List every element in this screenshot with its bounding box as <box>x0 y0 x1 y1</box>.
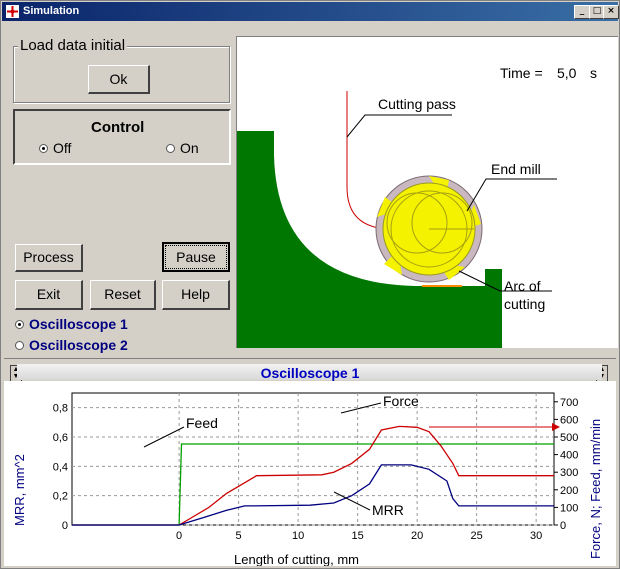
oscilloscope1-radio[interactable]: Oscilloscope 1 <box>15 316 128 332</box>
reset-button[interactable]: Reset <box>90 280 156 310</box>
cutting-pass-label: Cutting pass <box>378 96 456 112</box>
ok-button[interactable]: Ok <box>88 65 150 94</box>
oscilloscope1-label: Oscilloscope 1 <box>29 316 128 332</box>
end-mill-tool <box>375 175 483 283</box>
control-on-radio[interactable]: On <box>166 140 199 156</box>
x-tick-label: 20 <box>411 530 423 542</box>
radio-unselected-icon <box>166 143 175 153</box>
x-axis-label: Length of cutting, mm <box>234 552 359 566</box>
x-tick-label: 15 <box>352 530 364 542</box>
radio-selected-icon <box>15 319 24 329</box>
time-unit: s <box>590 65 597 81</box>
cutting-pass-leader <box>346 114 452 138</box>
x-tick-label: 10 <box>292 530 304 542</box>
control-off-radio[interactable]: Off <box>39 140 71 156</box>
y-right-tick-label: 100 <box>560 502 578 514</box>
y-right-tick-label: 600 <box>560 414 578 426</box>
feed-annotation-leader <box>143 426 185 448</box>
control-off-label: Off <box>53 140 72 156</box>
x-tick-label: 0 <box>176 530 182 542</box>
y-left-tick-label: 0 <box>62 520 68 532</box>
control-on-label: On <box>180 140 199 156</box>
radio-unselected-icon <box>15 340 24 350</box>
exit-button[interactable]: Exit <box>15 280 83 310</box>
control-group <box>13 109 231 165</box>
arc-of-label: Arc of <box>504 278 541 294</box>
y-right-tick-label: 200 <box>560 485 578 497</box>
end-mill-label: End mill <box>491 161 541 177</box>
y-left-tick-label: 0,2 <box>53 491 68 503</box>
oscilloscope-panel: ▲ ▼ ▲ ▼ Oscilloscope 1 0 5 10 15 20 25 30 0 0,2 0,4… <box>4 358 616 566</box>
chart-title: Oscilloscope 1 <box>260 365 360 381</box>
y-left-tick-label: 0,4 <box>53 461 68 473</box>
oscilloscope2-radio[interactable]: Oscilloscope 2 <box>15 337 128 353</box>
y-right-tick-label: 400 <box>560 450 578 462</box>
force-annotation-leader <box>340 402 382 414</box>
window-title: Simulation <box>23 5 80 17</box>
series-mrr <box>72 464 554 526</box>
time-label: Time = <box>500 65 543 81</box>
y-right-tick-label: 0 <box>560 520 566 532</box>
control-label: Control <box>91 119 145 136</box>
load-data-label: Load data initial <box>18 37 128 54</box>
time-value: 5,0 <box>557 65 577 81</box>
y-right-tick-label: 300 <box>560 467 578 479</box>
y-left-axis-label: MRR, mm^2 <box>12 454 27 526</box>
simulation-view: Time = 5,0 s Cutting pass End mill Arc o… <box>236 36 618 348</box>
minimize-button[interactable]: _ <box>574 5 590 19</box>
chart-ticks: 0 5 10 15 20 25 3000,20,40,60,8010020030040050… <box>53 397 579 542</box>
end-mill-leader <box>466 178 557 212</box>
x-tick-label: 25 <box>471 530 483 542</box>
help-button[interactable]: Help <box>162 280 230 310</box>
title-bar: Simulation _ □ × <box>2 2 619 21</box>
cutting-label: cutting <box>504 296 545 312</box>
oscilloscope2-label: Oscilloscope 2 <box>29 337 128 353</box>
arc-leader <box>458 270 552 292</box>
y-right-axis-label: Force, N; Feed, mm/min <box>588 419 603 559</box>
app-icon <box>6 5 19 18</box>
y-left-tick-label: 0,8 <box>53 403 68 415</box>
y-right-tick-label: 700 <box>560 397 578 409</box>
close-button[interactable]: × <box>603 5 619 19</box>
mrr-annotation-leader <box>333 491 371 511</box>
workpiece <box>237 131 502 348</box>
y-left-tick-label: 0,6 <box>53 432 68 444</box>
process-button[interactable]: Process <box>15 244 83 272</box>
oscilloscope-chart: 0 5 10 15 20 25 3000,20,40,60,8010020030040050… <box>4 381 616 566</box>
y-right-tick-label: 500 <box>560 432 578 444</box>
force-arrow-head-icon <box>552 423 560 431</box>
series-force <box>72 425 554 526</box>
pause-button[interactable]: Pause <box>162 242 230 272</box>
mrr-annotation: MRR <box>372 502 404 518</box>
radio-selected-icon <box>39 143 48 153</box>
x-tick-label: 5 <box>236 530 242 542</box>
oscilloscope-header <box>17 364 602 380</box>
milling-scene: Time = 5,0 s Cutting pass End mill Arc o… <box>237 65 597 348</box>
chart-series <box>72 425 554 526</box>
x-tick-label: 30 <box>530 530 542 542</box>
feed-annotation: Feed <box>186 415 218 431</box>
force-annotation: Force <box>383 393 419 409</box>
